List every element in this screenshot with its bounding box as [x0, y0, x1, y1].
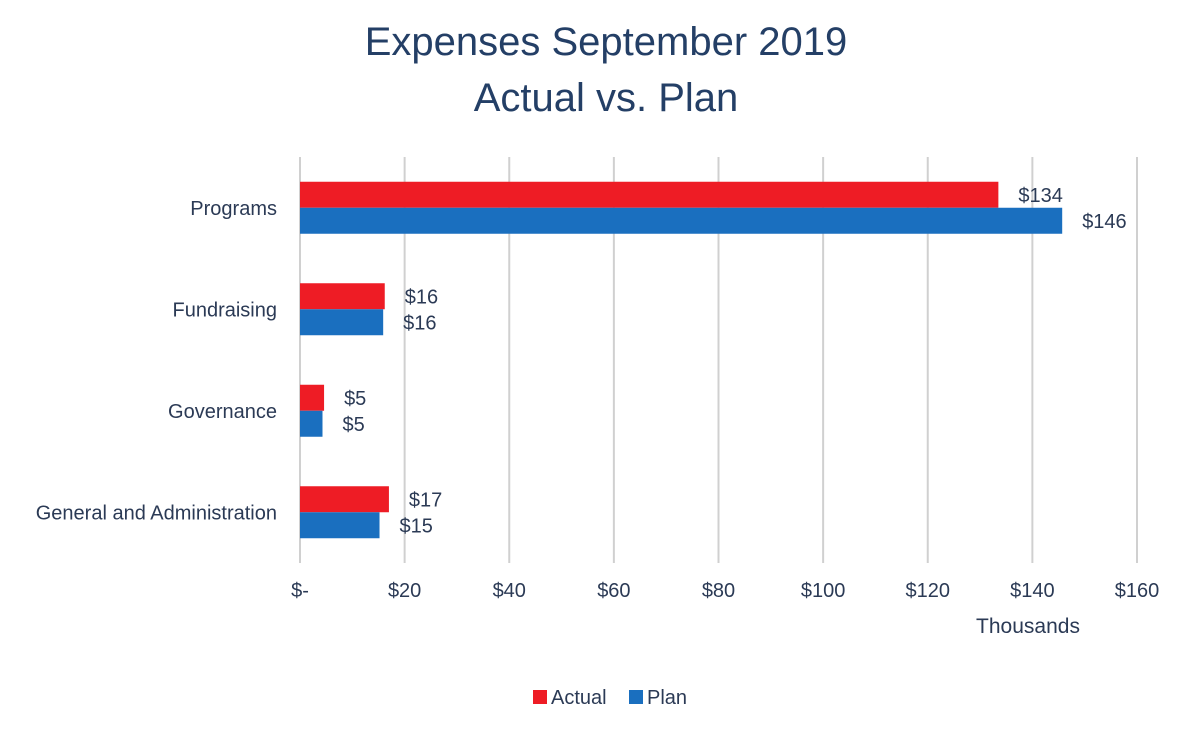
category-labels: Programs Fundraising Governance General and… [36, 198, 277, 525]
bar-actual [300, 181, 999, 208]
chart-subtitle: Actual vs. Plan [474, 76, 739, 120]
legend-swatch-plan [629, 690, 643, 704]
category-label: Programs [190, 198, 277, 220]
bar-plan [300, 207, 1063, 234]
legend-swatch-actual [533, 690, 547, 704]
bar-plan [300, 512, 380, 539]
x-tick-labels: $- $20 $40 $60 $80 $100 $120 $140 $160 [291, 580, 1159, 602]
data-label: $134 [1018, 185, 1062, 207]
category-label: Governance [168, 401, 277, 423]
x-tick-label: $160 [1115, 580, 1160, 602]
data-label: $146 [1082, 211, 1127, 233]
bar-plan [300, 309, 384, 336]
bar-plan [300, 410, 323, 437]
bars: $134 $146 $16 $16 $5 $5 $17 $15 [300, 181, 1127, 539]
data-label: $16 [405, 286, 438, 308]
legend-label-actual: Actual [551, 687, 607, 709]
data-label: $15 [400, 515, 433, 537]
x-tick-label: $120 [906, 580, 951, 602]
chart-title: Expenses September 2019 [365, 20, 848, 64]
x-tick-label: $60 [597, 580, 630, 602]
x-tick-label: $140 [1010, 580, 1055, 602]
x-tick-label: $20 [388, 580, 421, 602]
x-tick-label: $40 [493, 580, 526, 602]
legend: Actual Plan [533, 687, 687, 709]
data-label: $17 [409, 489, 442, 511]
bar-actual [300, 486, 389, 513]
bar-actual [300, 384, 325, 411]
x-tick-label: $- [291, 580, 309, 602]
legend-label-plan: Plan [647, 687, 687, 709]
x-tick-label: $80 [702, 580, 735, 602]
bar-actual [300, 283, 385, 310]
category-label: Fundraising [172, 299, 277, 321]
x-tick-label: $100 [801, 580, 846, 602]
data-label: $5 [342, 414, 364, 436]
x-axis-unit-label: Thousands [976, 615, 1080, 638]
data-label: $5 [344, 388, 366, 410]
category-label: General and Administration [36, 502, 277, 524]
data-label: $16 [403, 312, 436, 334]
